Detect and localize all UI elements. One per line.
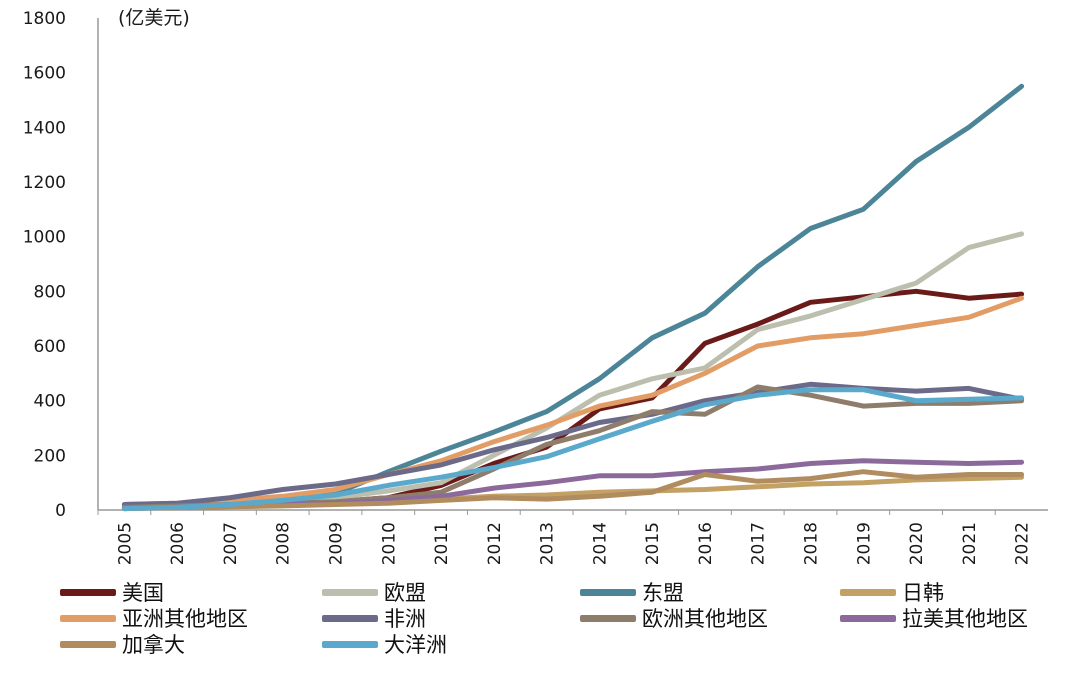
legend-label: 美国 bbox=[122, 581, 164, 605]
y-tick-label: 1600 bbox=[23, 64, 66, 84]
legend: 美国 欧盟 东盟 日韩亚洲其他地区 非洲 欧洲其他地区 拉美其他地区加拿大 大洋洲 bbox=[60, 579, 1070, 659]
legend-swatch bbox=[60, 614, 116, 622]
x-tick-label: 2009 bbox=[327, 522, 347, 565]
y-axis-ticks: 0 200 400 600 800 1000 1200 1400 1600 1800 bbox=[23, 9, 66, 521]
legend-label: 东盟 bbox=[642, 581, 684, 605]
legend-item: 东盟 bbox=[580, 579, 684, 605]
legend-item: 拉美其他地区 bbox=[840, 605, 1028, 631]
x-tick-label: 2005 bbox=[115, 522, 135, 565]
x-tick-label: 2021 bbox=[960, 522, 980, 565]
legend-item: 非洲 bbox=[322, 605, 426, 631]
series-lines bbox=[121, 83, 1025, 512]
legend-swatch bbox=[60, 640, 116, 648]
legend-item: 欧盟 bbox=[322, 579, 426, 605]
x-tick-label: 2015 bbox=[643, 522, 663, 565]
series-line-5 bbox=[121, 381, 1025, 507]
x-tick-label: 2016 bbox=[696, 522, 716, 565]
x-tick-label: 2013 bbox=[538, 522, 558, 565]
x-tick-label: 2017 bbox=[749, 522, 769, 565]
series-line-1 bbox=[121, 231, 1025, 510]
legend-swatch bbox=[580, 614, 636, 622]
x-tick-label: 2008 bbox=[274, 522, 294, 565]
legend-item: 美国 bbox=[60, 579, 164, 605]
legend-label: 亚洲其他地区 bbox=[122, 607, 248, 631]
y-tick-label: 1800 bbox=[23, 9, 66, 29]
legend-swatch bbox=[322, 640, 378, 648]
y-tick-label: 600 bbox=[34, 337, 66, 357]
legend-label: 加拿大 bbox=[122, 633, 185, 657]
legend-item: 亚洲其他地区 bbox=[60, 605, 248, 631]
legend-item: 大洋洲 bbox=[322, 631, 447, 657]
series-line-8 bbox=[121, 469, 1025, 512]
y-tick-label: 400 bbox=[34, 392, 66, 412]
legend-swatch bbox=[840, 588, 896, 596]
legend-swatch bbox=[322, 614, 378, 622]
x-tick-label: 2006 bbox=[168, 522, 188, 565]
x-tick-label: 2010 bbox=[379, 522, 399, 565]
legend-label: 日韩 bbox=[902, 581, 944, 605]
legend-label: 大洋洲 bbox=[384, 633, 447, 657]
series-line-4 bbox=[121, 295, 1025, 507]
legend-item: 加拿大 bbox=[60, 631, 185, 657]
x-tick-label: 2014 bbox=[590, 522, 610, 565]
y-unit-label: (亿美元) bbox=[118, 7, 190, 29]
legend-swatch bbox=[322, 588, 378, 596]
legend-label: 非洲 bbox=[384, 607, 426, 631]
x-axis-ticks: 2005 2006 2007 2008 2009 2010 2011 2012 2013 2014… bbox=[97, 510, 1033, 565]
y-tick-label: 200 bbox=[34, 446, 66, 466]
x-tick-label: 2007 bbox=[221, 522, 241, 565]
series-line-9 bbox=[121, 387, 1025, 512]
legend-item: 日韩 bbox=[840, 579, 944, 605]
y-tick-label: 800 bbox=[34, 282, 66, 302]
y-tick-label: 1000 bbox=[23, 228, 66, 248]
y-tick-label: 1200 bbox=[23, 173, 66, 193]
y-tick-label: 1400 bbox=[23, 118, 66, 138]
legend-swatch bbox=[580, 588, 636, 596]
x-tick-label: 2012 bbox=[485, 522, 505, 565]
legend-label: 欧洲其他地区 bbox=[642, 607, 768, 631]
y-tick-label: 0 bbox=[55, 501, 66, 521]
x-tick-label: 2011 bbox=[432, 522, 452, 565]
legend-swatch bbox=[840, 614, 896, 622]
x-tick-label: 2018 bbox=[802, 522, 822, 565]
legend-label: 拉美其他地区 bbox=[902, 607, 1028, 631]
legend-swatch bbox=[60, 588, 116, 596]
x-tick-label: 2019 bbox=[854, 522, 874, 565]
x-tick-label: 2020 bbox=[907, 522, 927, 565]
legend-label: 欧盟 bbox=[384, 581, 426, 605]
x-tick-label: 2022 bbox=[1013, 522, 1033, 565]
legend-item: 欧洲其他地区 bbox=[580, 605, 768, 631]
